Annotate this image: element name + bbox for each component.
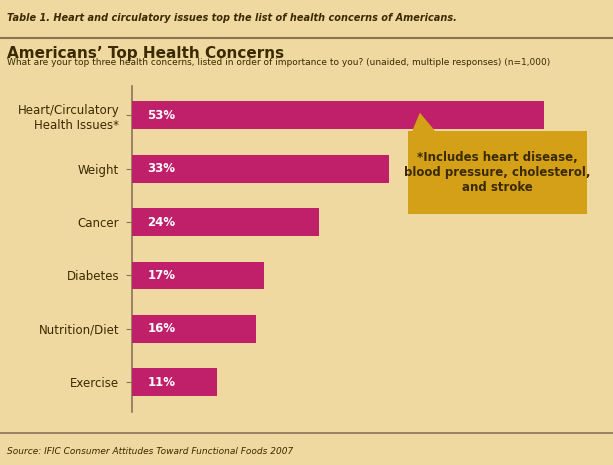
- Text: 16%: 16%: [147, 322, 175, 335]
- Text: What are your top three health concerns, listed in order of importance to you? (: What are your top three health concerns,…: [7, 58, 550, 67]
- Bar: [132, 315, 256, 343]
- Text: *Includes heart disease,
blood pressure, cholesterol,
and stroke: *Includes heart disease, blood pressure,…: [405, 151, 591, 194]
- Text: 53%: 53%: [147, 109, 175, 122]
- Text: 11%: 11%: [147, 376, 175, 389]
- Text: 33%: 33%: [147, 162, 175, 175]
- Text: Americans’ Top Health Concerns: Americans’ Top Health Concerns: [7, 46, 284, 61]
- Bar: [132, 208, 319, 236]
- Text: 17%: 17%: [147, 269, 175, 282]
- Text: Source: IFIC Consumer Attitudes Toward Functional Foods 2007: Source: IFIC Consumer Attitudes Toward F…: [7, 447, 294, 457]
- Bar: [132, 155, 389, 183]
- Polygon shape: [412, 113, 435, 132]
- Text: Table 1. Heart and circulatory issues top the list of health concerns of America: Table 1. Heart and circulatory issues to…: [7, 13, 457, 23]
- FancyBboxPatch shape: [408, 132, 587, 214]
- Bar: [132, 101, 544, 129]
- Text: 24%: 24%: [147, 216, 175, 229]
- Bar: [132, 368, 218, 396]
- Bar: [132, 262, 264, 289]
